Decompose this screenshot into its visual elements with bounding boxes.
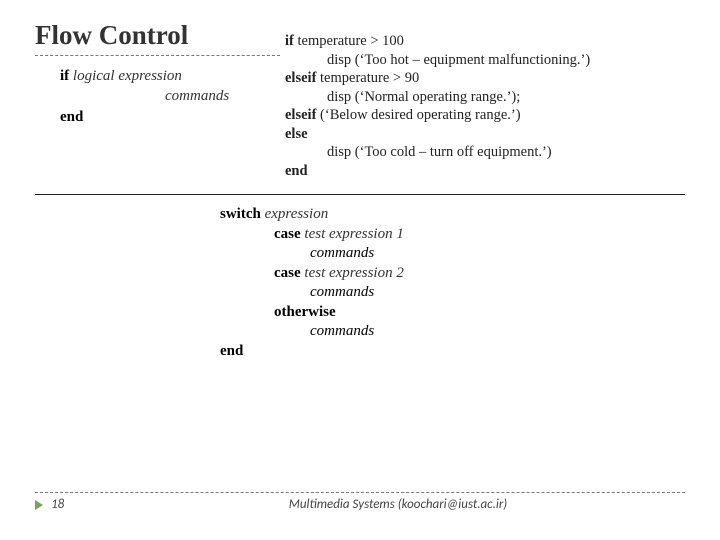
top-section: if logical expression commands end if te… <box>35 62 685 180</box>
if-expr: logical expression <box>73 68 182 84</box>
ex-line-3: elseif temperature > 90 <box>285 69 590 88</box>
ex-line-2: disp (‘Too hot – equipment malfunctionin… <box>285 51 590 70</box>
case-1: case test expression 1 <box>220 225 685 245</box>
divider-line <box>35 194 685 195</box>
bullet-marker-icon <box>35 500 43 510</box>
kw-if: if <box>60 68 69 84</box>
slide: Flow Control if logical expression comma… <box>0 0 720 540</box>
switch-syntax-block: switch expression case test expression 1… <box>35 205 685 361</box>
case-1-cmds: commands <box>220 244 685 264</box>
ex-line-1: if temperature > 100 <box>285 32 590 51</box>
otherwise: otherwise <box>220 303 685 323</box>
case-2-cmds: commands <box>220 283 685 303</box>
switch-line: switch expression <box>220 205 685 225</box>
example-block: if temperature > 100 disp (‘Too hot – eq… <box>285 32 590 180</box>
ex-line-7: disp (‘Too cold – turn off equipment.’) <box>285 143 590 162</box>
otherwise-cmds: commands <box>220 322 685 342</box>
ex-line-4: disp (‘Normal operating range.’); <box>285 88 590 107</box>
title-underline <box>35 55 280 56</box>
if-syntax-block: if logical expression commands end <box>35 62 265 180</box>
page-number: 18 <box>51 497 111 512</box>
if-line: if logical expression <box>60 66 265 86</box>
if-end: end <box>60 107 265 127</box>
ex-line-6: else <box>285 125 590 144</box>
if-commands: commands <box>60 86 265 106</box>
footer-credit: Multimedia Systems (koochari@iust.ac.ir) <box>111 497 685 512</box>
ex-line-8: end <box>285 162 590 181</box>
footer: 18 Multimedia Systems (koochari@iust.ac.… <box>35 492 685 512</box>
ex-line-5: elseif (‘Below desired operating range.’… <box>285 106 590 125</box>
case-2: case test expression 2 <box>220 264 685 284</box>
switch-end: end <box>220 342 685 362</box>
